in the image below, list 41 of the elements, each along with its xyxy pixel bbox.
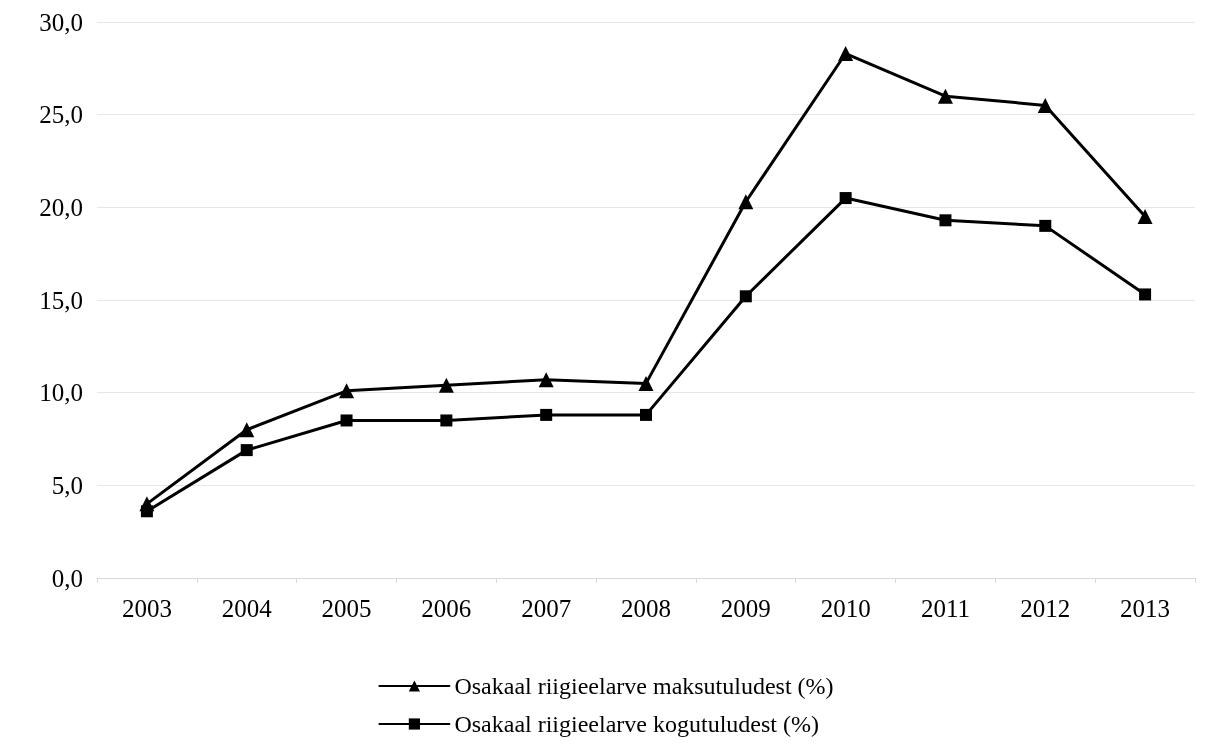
y-tick-label: 0,0 <box>51 564 83 592</box>
y-tick-label: 20,0 <box>39 193 83 221</box>
point <box>540 408 553 421</box>
point <box>438 377 454 393</box>
x-tick-label: 2007 <box>521 595 572 622</box>
y-tick-label: 30,0 <box>39 8 83 36</box>
legend-label: Osakaal riigieelarve maksutuludest (%) <box>454 673 834 699</box>
point <box>640 408 652 421</box>
x-tick-label: 2008 <box>621 595 671 622</box>
x-tick-label: 2010 <box>820 595 871 622</box>
x-tick-label: 2012 <box>1020 595 1071 622</box>
x-tick-label: 2004 <box>221 595 273 622</box>
point <box>1137 209 1153 225</box>
y-tick-label: 10,0 <box>39 379 83 407</box>
y-tick-label: 25,0 <box>39 101 83 129</box>
x-tick-label: 2005 <box>321 595 372 622</box>
point <box>838 46 854 62</box>
point <box>939 214 952 227</box>
point <box>240 444 253 457</box>
point <box>1139 288 1152 301</box>
point <box>239 422 255 438</box>
legend-label: Osakaal riigieelarve kogutuludest (%) <box>454 711 819 737</box>
point <box>538 372 554 388</box>
x-tick-label: 2013 <box>1120 595 1171 622</box>
y-tick-label: 5,0 <box>51 471 83 499</box>
point <box>937 88 953 104</box>
point <box>1037 97 1053 113</box>
x-tick-label: 2006 <box>421 595 472 622</box>
point <box>1039 219 1052 232</box>
x-tick-label: 2003 <box>121 595 172 622</box>
point <box>440 414 453 427</box>
point <box>839 192 852 205</box>
point <box>638 375 654 391</box>
point <box>738 194 754 210</box>
point <box>139 496 155 512</box>
x-tick-label: 2009 <box>720 595 771 622</box>
point <box>339 383 355 399</box>
y-tick-label: 15,0 <box>39 286 83 314</box>
x-tick-label: 2011 <box>920 595 970 622</box>
point <box>340 414 353 427</box>
point <box>739 290 752 303</box>
